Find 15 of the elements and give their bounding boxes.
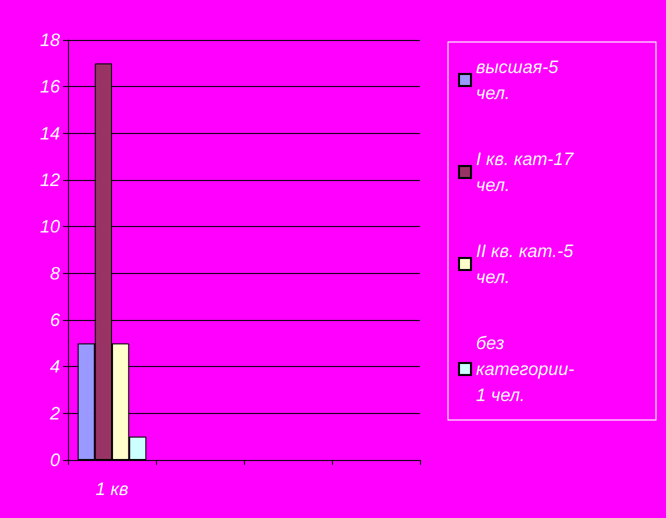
y-tick-label: 2 [48, 403, 60, 424]
y-tick-label: 0 [50, 450, 60, 470]
y-tick-label: 12 [40, 170, 60, 190]
y-tick-label: 4 [50, 356, 60, 377]
y-tick-label: 10 [40, 216, 60, 237]
legend-label: I кв. кат-17 чел. [476, 149, 578, 195]
legend-label: II кв. кат.-5 чел. [476, 241, 578, 287]
x-tick-label: 1 кв [96, 479, 128, 499]
y-tick-label: 16 [40, 76, 61, 97]
y-tick-label: 14 [40, 123, 60, 144]
y-tick-label: 8 [50, 263, 60, 284]
legend-label: высшая-5 чел. [476, 57, 564, 103]
y-tick-label: 18 [40, 30, 60, 50]
legend-label: без категории-1 чел. [476, 333, 574, 405]
y-tick-label: 6 [50, 310, 61, 330]
